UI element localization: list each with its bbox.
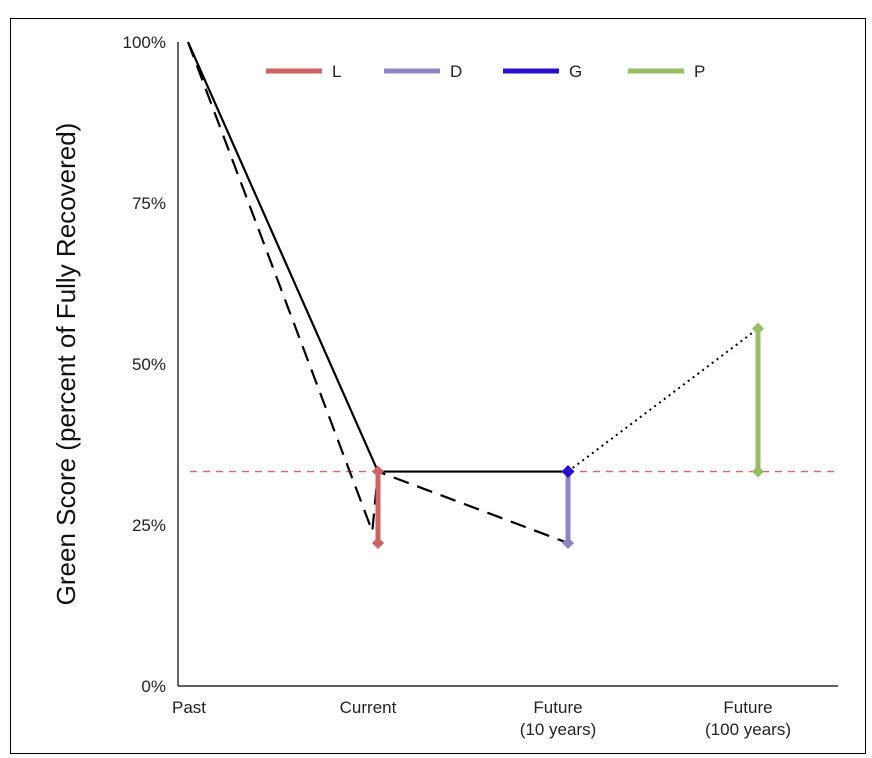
y-tick-label: 50%: [132, 355, 166, 374]
dotted-trend-line: [567, 327, 759, 473]
y-tick-labels: 0% 25% 50% 75% 100%: [123, 33, 166, 696]
solid-trend-line: [186, 41, 568, 473]
x-tick-labels: Past Current Future (10 years) Future (100 ye…: [172, 698, 791, 739]
trend-lines: [186, 41, 759, 545]
dashed-trend-line: [186, 41, 569, 545]
x-tick-label: Future (100 years): [705, 698, 791, 739]
legend-label-g: G: [569, 62, 582, 81]
x-tick-label: Past: [172, 698, 206, 717]
y-tick-label: 0%: [141, 677, 166, 696]
legend-label-l: L: [332, 62, 341, 81]
change-arrows: [372, 322, 764, 550]
y-tick-label: 75%: [132, 194, 166, 213]
axes: [177, 42, 838, 687]
chart-frame: [10, 18, 866, 754]
series-l-start-marker: [372, 465, 384, 478]
series-d-end-marker: [562, 537, 574, 550]
y-axis-label: Green Score (percent of Fully Recovered): [51, 123, 81, 606]
y-tick-label: 25%: [132, 516, 166, 535]
x-tick-label: Future (10 years): [520, 698, 597, 739]
series-p-start-marker: [752, 465, 764, 478]
legend-label-d: D: [450, 62, 462, 81]
series-g-marker: [561, 465, 575, 479]
series-p-end-marker: [752, 322, 764, 335]
x-tick-label: Current: [340, 698, 397, 717]
legend-label-p: P: [694, 62, 705, 81]
y-tick-label: 100%: [123, 33, 166, 52]
series-l-end-marker: [372, 537, 384, 550]
